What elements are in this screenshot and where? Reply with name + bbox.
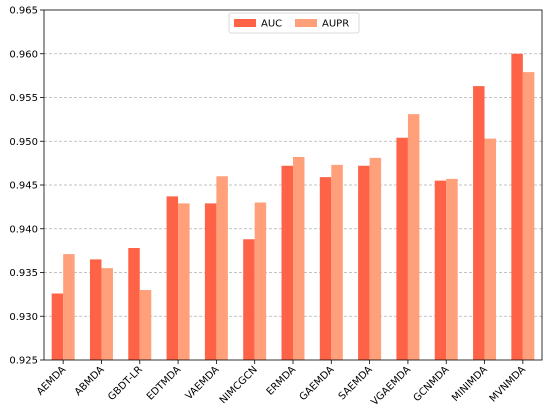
legend-swatch-auc bbox=[234, 19, 256, 27]
x-tick-label: ERMDA bbox=[265, 364, 299, 398]
bar-auc-vaemda bbox=[204, 203, 217, 360]
legend-swatch-aupr bbox=[295, 19, 317, 27]
y-tick-label: 0.940 bbox=[9, 224, 38, 235]
bar-auc-vgaemda bbox=[396, 137, 408, 360]
bar-aupr-vgaemda bbox=[407, 114, 420, 360]
bar-auc-mvnmda bbox=[511, 53, 523, 360]
bar-auc-gbdt-lr bbox=[128, 248, 140, 360]
bar-aupr-mvnmda bbox=[522, 72, 535, 360]
bar-aupr-minimda bbox=[484, 138, 497, 360]
x-tick-label: GCNMDA bbox=[412, 364, 452, 404]
bars bbox=[51, 53, 535, 361]
x-tick-label: GBDT-LR bbox=[106, 364, 145, 403]
x-tick-label: NIMCGCN bbox=[218, 364, 260, 406]
bar-aupr-ermda bbox=[293, 157, 305, 360]
bar-auc-gaemda bbox=[319, 177, 332, 360]
bar-aupr-aemda bbox=[63, 254, 75, 360]
bar-aupr-vaemda bbox=[216, 176, 228, 360]
bar-aupr-abmda bbox=[101, 268, 113, 360]
legend: AUC AUPR bbox=[228, 12, 360, 34]
x-tick-label: VAEMDA bbox=[184, 364, 222, 402]
bar-aupr-gcnmda bbox=[446, 178, 458, 360]
y-tick-label: 0.935 bbox=[9, 268, 38, 279]
bar-auc-minimda bbox=[473, 86, 485, 361]
bar-aupr-gbdt-lr bbox=[139, 290, 152, 360]
legend-label-aupr: AUPR bbox=[322, 19, 349, 30]
x-tick-label: EDTMDA bbox=[145, 364, 183, 402]
y-tick-label: 0.950 bbox=[9, 137, 38, 148]
y-tick-label: 0.930 bbox=[9, 312, 38, 323]
grid-lines bbox=[44, 53, 542, 317]
x-tick-label: MINIMDA bbox=[450, 364, 490, 404]
x-tick-label: GAEMDA bbox=[298, 364, 337, 403]
bar-aupr-edtmda bbox=[178, 203, 190, 360]
legend-label-auc: AUC bbox=[261, 19, 282, 30]
x-tick-label: SAEMDA bbox=[337, 364, 375, 402]
bar-aupr-nimcgcn bbox=[254, 202, 267, 360]
bar-auc-ermda bbox=[281, 165, 293, 360]
bar-auc-aemda bbox=[51, 293, 64, 360]
y-tick-label: 0.925 bbox=[9, 356, 38, 367]
y-axis-ticks: 0.925 0.930 0.935 0.940 0.945 0.950 0.955 0.960… bbox=[9, 6, 44, 367]
x-tick-label: MVNMDA bbox=[488, 364, 528, 404]
bar-auc-gcnmda bbox=[434, 180, 447, 360]
y-tick-label: 0.965 bbox=[9, 6, 38, 17]
x-tick-label: AEMDA bbox=[35, 364, 68, 397]
bar-auc-nimcgcn bbox=[243, 239, 255, 360]
x-tick-label: ABMDA bbox=[73, 364, 107, 398]
bar-aupr-gaemda bbox=[331, 164, 343, 360]
x-tick-label: VGAEMDA bbox=[369, 364, 413, 407]
bar-auc-abmda bbox=[89, 259, 102, 360]
y-tick-label: 0.955 bbox=[9, 93, 38, 104]
y-tick-label: 0.945 bbox=[9, 181, 38, 192]
y-tick-label: 0.960 bbox=[9, 49, 38, 60]
legend-box bbox=[228, 12, 360, 34]
bar-auc-saemda bbox=[358, 165, 370, 360]
bar-auc-edtmda bbox=[166, 196, 179, 360]
bar-aupr-saemda bbox=[369, 157, 382, 360]
